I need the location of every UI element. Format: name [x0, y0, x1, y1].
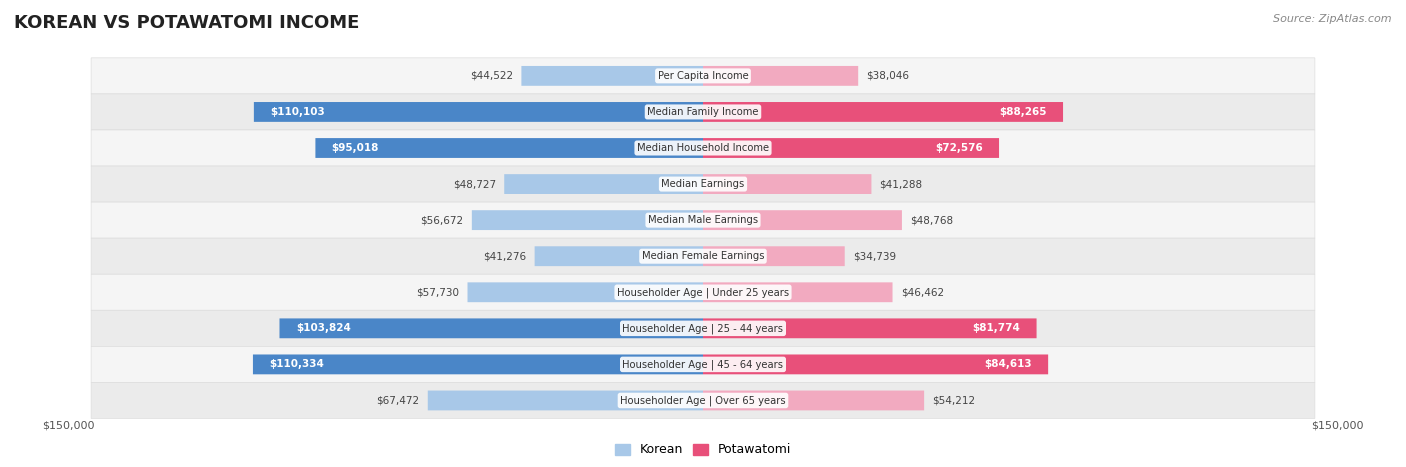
- FancyBboxPatch shape: [91, 166, 1315, 202]
- FancyBboxPatch shape: [472, 210, 703, 230]
- Text: Source: ZipAtlas.com: Source: ZipAtlas.com: [1274, 14, 1392, 24]
- Text: $150,000: $150,000: [42, 421, 94, 431]
- Text: $88,265: $88,265: [1000, 107, 1046, 117]
- FancyBboxPatch shape: [91, 347, 1315, 382]
- Text: $44,522: $44,522: [470, 71, 513, 81]
- FancyBboxPatch shape: [703, 210, 901, 230]
- Text: Median Household Income: Median Household Income: [637, 143, 769, 153]
- Text: $95,018: $95,018: [332, 143, 380, 153]
- Text: Householder Age | Over 65 years: Householder Age | Over 65 years: [620, 395, 786, 406]
- Text: $110,103: $110,103: [270, 107, 325, 117]
- FancyBboxPatch shape: [703, 102, 1063, 122]
- FancyBboxPatch shape: [254, 102, 703, 122]
- FancyBboxPatch shape: [91, 58, 1315, 94]
- FancyBboxPatch shape: [703, 66, 858, 86]
- FancyBboxPatch shape: [91, 310, 1315, 347]
- Text: $84,613: $84,613: [984, 360, 1032, 369]
- Text: Per Capita Income: Per Capita Income: [658, 71, 748, 81]
- Text: $41,276: $41,276: [484, 251, 526, 261]
- Text: $34,739: $34,739: [853, 251, 896, 261]
- FancyBboxPatch shape: [522, 66, 703, 86]
- FancyBboxPatch shape: [253, 354, 703, 375]
- Text: $72,576: $72,576: [935, 143, 983, 153]
- FancyBboxPatch shape: [703, 390, 924, 410]
- FancyBboxPatch shape: [703, 318, 1036, 338]
- FancyBboxPatch shape: [703, 283, 893, 302]
- Text: $38,046: $38,046: [866, 71, 910, 81]
- Text: $103,824: $103,824: [295, 323, 350, 333]
- Text: Householder Age | 25 - 44 years: Householder Age | 25 - 44 years: [623, 323, 783, 333]
- Text: Median Female Earnings: Median Female Earnings: [641, 251, 765, 261]
- FancyBboxPatch shape: [427, 390, 703, 410]
- Text: $110,334: $110,334: [270, 360, 325, 369]
- Text: Median Earnings: Median Earnings: [661, 179, 745, 189]
- Text: $41,288: $41,288: [880, 179, 922, 189]
- Text: $81,774: $81,774: [973, 323, 1021, 333]
- FancyBboxPatch shape: [91, 238, 1315, 274]
- FancyBboxPatch shape: [534, 246, 703, 266]
- Text: $48,768: $48,768: [910, 215, 953, 225]
- Text: $57,730: $57,730: [416, 287, 460, 297]
- FancyBboxPatch shape: [703, 174, 872, 194]
- FancyBboxPatch shape: [280, 318, 703, 338]
- Legend: Korean, Potawatomi: Korean, Potawatomi: [610, 439, 796, 461]
- Text: $48,727: $48,727: [453, 179, 496, 189]
- Text: $150,000: $150,000: [1312, 421, 1364, 431]
- Text: $46,462: $46,462: [901, 287, 943, 297]
- FancyBboxPatch shape: [91, 202, 1315, 238]
- FancyBboxPatch shape: [703, 138, 1000, 158]
- Text: Median Family Income: Median Family Income: [647, 107, 759, 117]
- Text: $54,212: $54,212: [932, 396, 976, 405]
- Text: $56,672: $56,672: [420, 215, 464, 225]
- FancyBboxPatch shape: [703, 246, 845, 266]
- FancyBboxPatch shape: [505, 174, 703, 194]
- FancyBboxPatch shape: [315, 138, 703, 158]
- FancyBboxPatch shape: [468, 283, 703, 302]
- FancyBboxPatch shape: [91, 382, 1315, 418]
- Text: $67,472: $67,472: [377, 396, 419, 405]
- FancyBboxPatch shape: [703, 354, 1047, 375]
- Text: Median Male Earnings: Median Male Earnings: [648, 215, 758, 225]
- FancyBboxPatch shape: [91, 94, 1315, 130]
- Text: Householder Age | Under 25 years: Householder Age | Under 25 years: [617, 287, 789, 297]
- Text: Householder Age | 45 - 64 years: Householder Age | 45 - 64 years: [623, 359, 783, 370]
- Text: KOREAN VS POTAWATOMI INCOME: KOREAN VS POTAWATOMI INCOME: [14, 14, 360, 32]
- FancyBboxPatch shape: [91, 130, 1315, 166]
- FancyBboxPatch shape: [91, 274, 1315, 310]
